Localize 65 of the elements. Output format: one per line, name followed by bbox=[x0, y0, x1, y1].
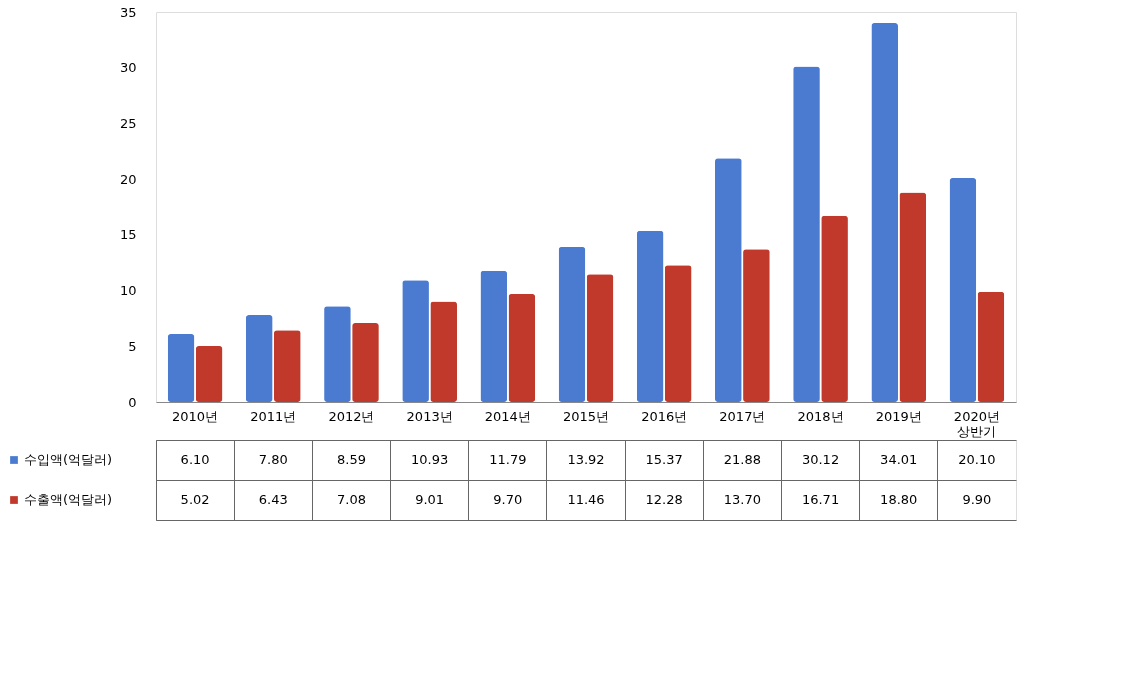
bar bbox=[508, 293, 536, 402]
y-tick-label: 30 bbox=[119, 60, 137, 76]
bar bbox=[586, 274, 614, 402]
bar bbox=[402, 280, 429, 402]
data-label: 7.80 bbox=[258, 452, 288, 467]
data-label: 6.43 bbox=[258, 492, 288, 507]
y-tick-label: 35 bbox=[119, 4, 137, 20]
bar bbox=[715, 158, 742, 402]
data-label: 20.10 bbox=[958, 452, 996, 467]
bar bbox=[324, 306, 351, 402]
data-label: 18.80 bbox=[880, 492, 918, 507]
bar bbox=[273, 330, 301, 402]
y-tick-label: 10 bbox=[119, 283, 137, 299]
x-tick-label: 2018년 bbox=[797, 408, 844, 424]
data-label: 9.70 bbox=[493, 492, 523, 507]
data-label: 10.93 bbox=[411, 452, 449, 467]
bar bbox=[899, 192, 927, 402]
data-label: 34.01 bbox=[880, 452, 918, 467]
data-label: 11.79 bbox=[489, 452, 527, 467]
data-label: 7.08 bbox=[336, 492, 366, 507]
data-label: 9.01 bbox=[415, 492, 445, 507]
bar bbox=[636, 230, 664, 402]
x-tick-label: 2020년 상반기 bbox=[953, 408, 1000, 439]
y-tick-label: 20 bbox=[119, 171, 137, 187]
bar bbox=[949, 178, 977, 402]
data-label: 12.28 bbox=[645, 492, 683, 507]
data-label: 13.92 bbox=[567, 452, 605, 467]
legend-label: 수입액(억달러) bbox=[24, 452, 113, 467]
data-label: 21.88 bbox=[723, 452, 761, 467]
data-label: 5.02 bbox=[180, 492, 210, 507]
x-tick-label: 2011년 bbox=[250, 408, 297, 424]
legend-label: 수출액(억달러) bbox=[24, 492, 113, 507]
bar bbox=[821, 215, 848, 402]
data-label: 15.37 bbox=[645, 452, 683, 467]
y-tick-label: 5 bbox=[128, 338, 137, 354]
bar bbox=[195, 346, 223, 402]
x-tick-label: 2012년 bbox=[328, 408, 375, 424]
data-label: 11.46 bbox=[567, 492, 605, 507]
bar bbox=[977, 291, 1005, 402]
data-label: 30.12 bbox=[801, 452, 840, 467]
y-tick-label: 0 bbox=[128, 394, 137, 410]
bar bbox=[558, 246, 586, 402]
data-label: 9.90 bbox=[962, 492, 992, 507]
x-tick-label: 2015년 bbox=[562, 408, 610, 424]
data-label: 16.71 bbox=[801, 492, 840, 507]
x-tick-label: 2019년 bbox=[875, 408, 922, 424]
x-tick-label: 2016년 bbox=[641, 408, 688, 424]
data-label: 8.59 bbox=[336, 452, 366, 467]
bar bbox=[430, 301, 457, 402]
data-label: 13.70 bbox=[723, 492, 761, 507]
bar bbox=[352, 323, 379, 402]
bar bbox=[664, 265, 692, 402]
bar bbox=[167, 334, 195, 402]
y-tick-label: 25 bbox=[119, 115, 137, 131]
bar bbox=[245, 315, 273, 402]
data-label: 6.10 bbox=[180, 452, 210, 467]
x-tick-label: 2010년 bbox=[172, 408, 219, 424]
x-tick-label: 2014년 bbox=[484, 408, 531, 424]
bar bbox=[871, 23, 899, 402]
bar bbox=[480, 270, 508, 402]
bar bbox=[743, 249, 770, 402]
x-tick-label: 2017년 bbox=[719, 408, 766, 424]
bar bbox=[793, 66, 820, 402]
y-tick-label: 15 bbox=[119, 227, 137, 243]
x-tick-label: 2013년 bbox=[406, 408, 453, 424]
